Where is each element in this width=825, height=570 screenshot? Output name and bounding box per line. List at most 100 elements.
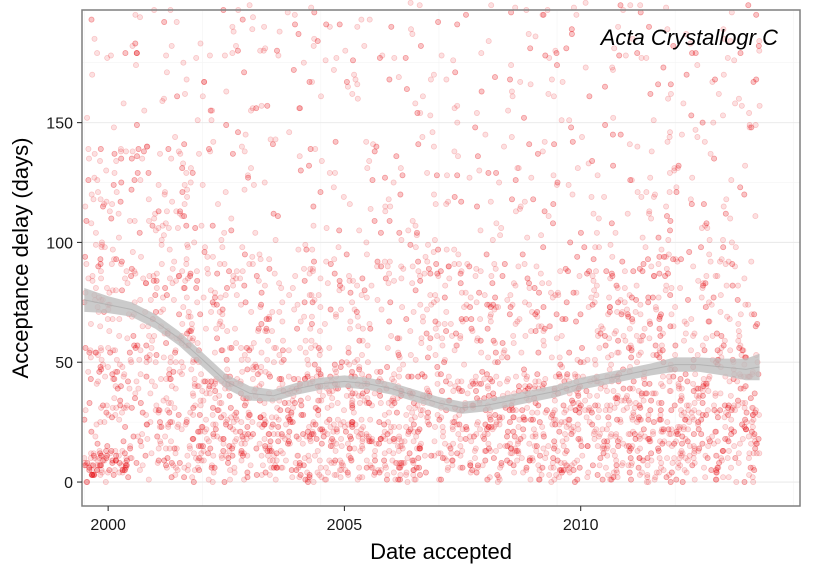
data-point	[614, 395, 621, 402]
data-point	[264, 102, 271, 109]
data-point	[512, 177, 519, 184]
data-point	[146, 273, 153, 279]
data-point	[188, 320, 195, 327]
data-point	[331, 471, 338, 478]
data-point	[322, 464, 329, 471]
data-point	[660, 426, 667, 433]
data-point	[410, 421, 417, 428]
data-point	[82, 407, 89, 414]
data-point	[706, 299, 712, 306]
data-point	[751, 390, 758, 397]
data-point	[174, 423, 181, 430]
data-point	[346, 325, 353, 332]
data-point	[672, 304, 679, 311]
data-point	[359, 445, 366, 452]
data-point	[168, 155, 175, 162]
data-point	[668, 469, 675, 476]
data-point	[485, 354, 492, 361]
data-point	[179, 320, 186, 327]
data-point	[93, 380, 100, 387]
data-point	[117, 402, 124, 409]
data-point	[199, 388, 206, 394]
data-point	[417, 42, 424, 49]
data-point	[126, 349, 133, 356]
data-point	[674, 431, 681, 438]
data-point	[206, 383, 213, 390]
data-point	[704, 455, 711, 462]
plot-background	[82, 10, 800, 506]
data-point	[667, 431, 674, 438]
data-point	[292, 273, 299, 279]
data-point	[653, 352, 660, 358]
data-point	[123, 268, 130, 275]
data-point	[403, 316, 410, 323]
data-point	[197, 311, 204, 318]
data-point	[412, 100, 419, 107]
data-point	[648, 263, 655, 270]
data-point	[221, 479, 228, 485]
data-point	[198, 457, 205, 464]
data-point	[454, 102, 461, 109]
data-point	[132, 11, 139, 18]
data-point	[530, 196, 537, 203]
data-point	[233, 268, 240, 275]
data-point	[715, 90, 722, 97]
data-point	[248, 107, 254, 114]
data-point	[577, 229, 584, 236]
data-point	[481, 435, 488, 442]
data-point	[590, 277, 597, 284]
data-point	[406, 450, 413, 457]
data-point	[570, 289, 577, 296]
data-point	[220, 435, 227, 442]
data-point	[386, 217, 393, 224]
data-point	[209, 411, 216, 418]
y-tick-label: 100	[46, 235, 73, 252]
data-point	[435, 450, 442, 457]
data-point	[487, 416, 494, 423]
data-point	[511, 433, 518, 440]
data-point	[553, 50, 560, 57]
data-point	[229, 445, 236, 452]
data-point	[459, 464, 466, 471]
data-point	[645, 294, 652, 301]
data-point	[155, 208, 162, 215]
data-point	[656, 416, 663, 423]
data-point	[680, 426, 687, 433]
data-point	[113, 189, 120, 196]
data-point	[317, 426, 324, 433]
data-point	[513, 373, 519, 380]
data-point	[582, 64, 589, 71]
data-point	[369, 177, 376, 184]
data-point	[434, 380, 441, 387]
data-point	[645, 299, 652, 306]
data-point	[291, 376, 297, 382]
data-point	[410, 308, 417, 315]
data-point	[639, 234, 646, 241]
data-point	[540, 304, 547, 311]
data-point	[703, 220, 710, 227]
data-point	[509, 196, 515, 203]
data-point	[684, 438, 691, 445]
data-point	[462, 435, 469, 442]
data-point	[296, 153, 303, 160]
data-point	[212, 426, 219, 433]
data-point	[647, 320, 654, 327]
data-point	[712, 476, 719, 483]
data-point	[712, 390, 719, 397]
data-point	[338, 435, 345, 442]
data-point	[376, 419, 383, 426]
data-point	[308, 337, 315, 344]
data-point	[705, 318, 712, 325]
data-point	[719, 447, 726, 454]
data-point	[255, 325, 262, 332]
data-point	[331, 270, 338, 277]
data-point	[576, 464, 583, 471]
data-point	[253, 273, 260, 279]
data-point	[441, 359, 448, 366]
data-point	[526, 280, 532, 287]
data-point	[231, 464, 238, 471]
data-point	[361, 287, 368, 294]
data-point	[158, 241, 165, 248]
data-point	[98, 347, 105, 354]
data-point	[723, 196, 730, 203]
